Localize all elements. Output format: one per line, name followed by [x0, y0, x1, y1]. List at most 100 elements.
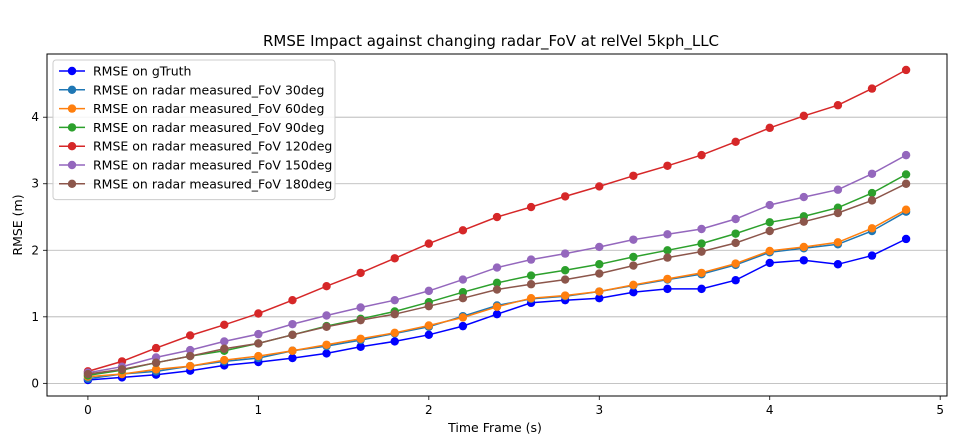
legend-item: RMSE on radar measured_FoV 60deg	[59, 101, 324, 116]
data-point	[799, 192, 809, 202]
data-point	[901, 150, 911, 160]
data-point	[833, 101, 843, 110]
legend-label: RMSE on radar measured_FoV 180deg	[93, 176, 332, 191]
data-point	[424, 330, 434, 339]
data-point	[867, 169, 877, 178]
data-point	[867, 188, 877, 198]
plot-frame	[46, 53, 948, 397]
legend-box	[52, 59, 336, 201]
data-point	[220, 344, 229, 353]
x-tick-label: 3	[595, 403, 603, 417]
data-point	[765, 123, 774, 133]
data-point	[492, 285, 502, 294]
data-point	[799, 111, 809, 121]
data-point	[901, 170, 911, 179]
y-axis-label: RMSE (m)	[10, 194, 25, 255]
data-point	[390, 254, 399, 263]
data-point	[833, 238, 843, 247]
data-point	[663, 161, 672, 170]
data-point	[765, 218, 774, 227]
data-point	[322, 282, 331, 291]
data-point	[424, 239, 434, 248]
data-point	[765, 246, 774, 256]
legend-item: RMSE on radar measured_FoV 180deg	[59, 176, 332, 191]
legend-marker	[67, 66, 77, 76]
data-point	[185, 351, 195, 361]
data-point	[151, 365, 161, 374]
data-point	[254, 329, 263, 339]
data-point	[492, 263, 502, 272]
y-tick-label: 2	[31, 243, 39, 257]
x-tick-label: 2	[425, 403, 433, 417]
data-point	[424, 321, 434, 330]
data-point	[288, 330, 297, 339]
data-point	[458, 293, 468, 303]
data-point	[799, 242, 809, 252]
data-point	[288, 295, 297, 305]
data-point	[731, 214, 740, 224]
legend: RMSE on gTruth RMSE on radar measured_FoV…	[52, 59, 336, 201]
data-point	[595, 182, 604, 191]
data-point	[629, 171, 638, 180]
data-point	[492, 309, 502, 319]
legend-item: RMSE on radar measured_FoV 120deg	[59, 139, 332, 154]
data-point	[458, 226, 468, 235]
data-point	[663, 230, 672, 239]
y-axis: 0 1 2 3 4	[31, 110, 47, 390]
legend-item: RMSE on radar measured_FoV 150deg	[59, 158, 332, 173]
data-point	[288, 319, 297, 329]
data-point	[731, 229, 740, 238]
data-point	[356, 342, 365, 351]
legend-label: RMSE on radar measured_FoV 150deg	[93, 158, 332, 173]
data-point	[595, 287, 604, 296]
data-point	[322, 340, 331, 349]
data-point	[663, 246, 672, 255]
data-point	[356, 334, 365, 343]
data-point	[595, 260, 604, 269]
y-tick-label: 1	[31, 310, 39, 324]
data-point	[185, 361, 195, 371]
data-point	[560, 249, 570, 258]
data-point	[629, 252, 638, 262]
data-point	[765, 200, 774, 210]
legend-marker	[67, 123, 77, 132]
legend-label: RMSE on radar measured_FoV 90deg	[93, 120, 324, 135]
data-point	[901, 205, 911, 214]
data-point	[526, 280, 536, 289]
data-point	[697, 150, 706, 160]
data-point	[390, 337, 399, 346]
data-point	[595, 242, 604, 252]
data-point	[185, 331, 195, 340]
data-point	[697, 268, 706, 278]
data-point	[731, 276, 740, 285]
data-point	[322, 349, 331, 358]
legend-marker	[67, 142, 77, 151]
data-point	[901, 179, 911, 188]
data-point	[220, 337, 229, 346]
data-point	[833, 260, 843, 269]
data-point	[629, 235, 638, 244]
data-point	[390, 309, 399, 319]
data-point	[867, 251, 877, 260]
chart-title: RMSE Impact against changing radar_FoV a…	[263, 32, 719, 51]
legend-label: RMSE on radar measured_FoV 120deg	[93, 139, 332, 154]
legend-marker	[67, 179, 77, 188]
data-point	[697, 239, 706, 248]
data-point	[526, 202, 536, 212]
data-point	[799, 217, 809, 226]
y-tick-label: 0	[31, 376, 39, 390]
data-point	[492, 302, 502, 312]
data-point	[629, 280, 638, 290]
x-tick-label: 1	[255, 403, 263, 417]
x-tick-label: 4	[766, 403, 774, 417]
y-tick-label: 4	[31, 110, 39, 124]
data-point	[151, 343, 161, 353]
legend-marker	[67, 160, 77, 170]
data-point	[117, 365, 127, 374]
data-point	[254, 339, 263, 348]
data-point	[458, 313, 468, 322]
data-point	[560, 266, 570, 275]
data-point	[185, 345, 195, 355]
x-tick-label: 5	[936, 403, 944, 417]
data-point	[663, 284, 672, 294]
